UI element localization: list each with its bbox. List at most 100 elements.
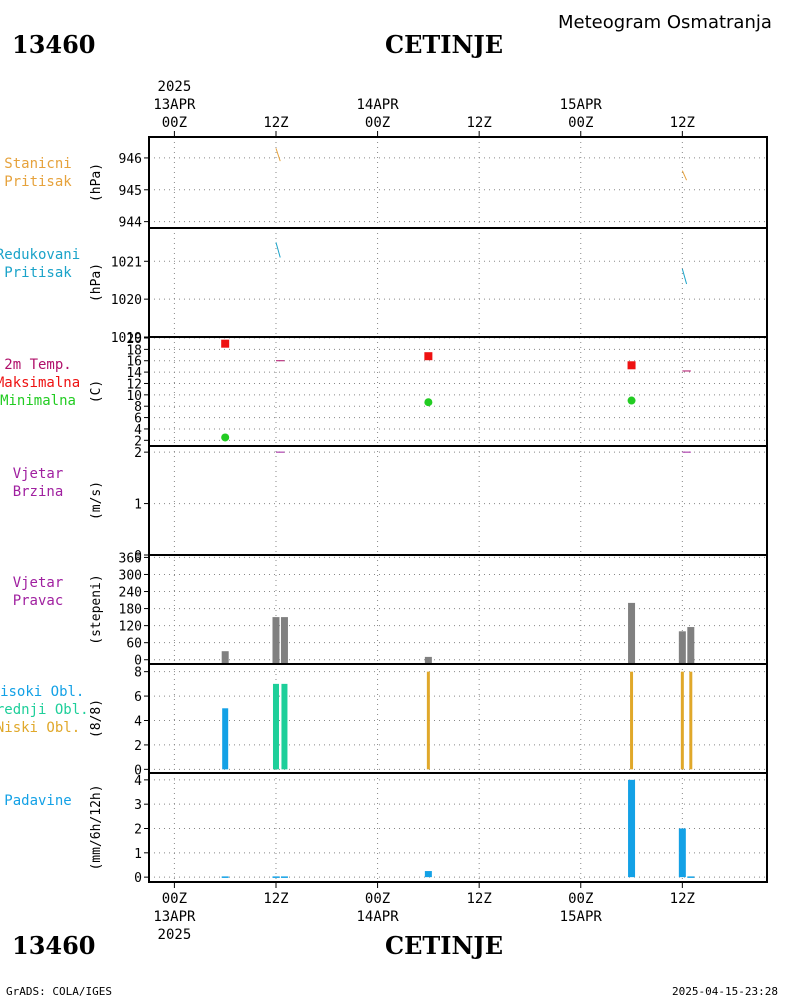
temp-max-point (424, 352, 433, 361)
panel-label-line: Maksimalna (0, 375, 81, 391)
precip-bar (272, 876, 280, 878)
y-tick-label: 0 (134, 549, 142, 564)
y-tick-label: 240 (119, 586, 142, 601)
y-tick-label: 1 (134, 847, 142, 862)
panel-label-line: Padavine (4, 793, 72, 809)
y-tick-label: 4 (134, 423, 142, 438)
y-tick-label: 6 (134, 690, 142, 705)
y-tick-label: 946 (119, 152, 142, 167)
panel-label-line: Vjetar (12, 575, 64, 591)
wind-direction-bar (424, 656, 432, 665)
cloud-bar (222, 708, 229, 770)
y-tick-label: 4 (134, 715, 142, 730)
cloud-bar (272, 683, 279, 770)
y-tick-label: 120 (119, 620, 142, 635)
precip-bar (221, 876, 229, 878)
wind-direction-bar (272, 617, 280, 665)
wind-direction-bar (628, 602, 636, 665)
station-id-bottom: 13460 (12, 931, 96, 960)
time-axis-label: 00Z (364, 891, 391, 907)
time-axis-label: 2025 (157, 79, 192, 95)
y-tick-label: 360 (119, 551, 142, 566)
y-tick-label: 4 (134, 774, 142, 789)
time-axis-label: 14APR (356, 97, 399, 113)
y-tick-label: 180 (119, 603, 142, 618)
y-tick-label: 20 (126, 332, 142, 347)
time-axis-label: 12Z (669, 891, 695, 907)
panel-label-line: Stanicni (4, 156, 72, 172)
panel-label-line: Visoki Obl. (0, 684, 85, 700)
panel-label-line: Pritisak (4, 265, 72, 281)
station-id-top: 13460 (12, 30, 96, 59)
y-tick-label: 0 (134, 654, 142, 669)
y-axis-unit: (stepeni) (89, 574, 104, 644)
precip-bar (678, 828, 686, 878)
precip-bar (628, 779, 636, 878)
series-line (681, 268, 688, 285)
panel-frame (148, 336, 768, 447)
temp-min-point (221, 433, 230, 442)
y-tick-label: 0 (134, 871, 142, 886)
time-axis-label: 00Z (568, 115, 594, 131)
y-tick-label: 12 (126, 377, 142, 392)
y-tick-label: 2 (134, 823, 142, 838)
y-axis-unit: (m/s) (89, 481, 104, 520)
series-line (275, 242, 281, 258)
temp-max-point (627, 361, 636, 370)
panel-frame (148, 136, 768, 229)
time-axis-label: 00Z (568, 891, 594, 907)
precip-bar (687, 876, 695, 878)
temp-max-point (221, 339, 230, 348)
precip-bar (424, 871, 432, 878)
temp-min-point (424, 398, 433, 407)
time-axis-label: 12Z (466, 891, 492, 907)
y-axis-unit: (8/8) (89, 699, 104, 738)
y-tick-label: 3 (134, 798, 142, 813)
panel-label-line: Pravac (12, 593, 64, 609)
footer-credit: GrADS: COLA/IGES (6, 985, 112, 998)
wind-direction-bar (221, 651, 229, 665)
time-axis-label: 13APR (153, 909, 196, 925)
y-tick-label: 18 (126, 343, 142, 358)
y-tick-label: 1 (134, 498, 142, 513)
y-tick-label: 16 (126, 355, 142, 370)
y-tick-label: 1021 (111, 255, 142, 270)
y-tick-label: 60 (126, 637, 142, 652)
panel-frame (148, 445, 768, 556)
y-axis-unit: (hPa) (89, 263, 104, 302)
panel-frame (148, 663, 768, 774)
time-axis-label: 15APR (559, 909, 602, 925)
cloud-bar (630, 671, 634, 770)
time-axis-label: 12Z (263, 115, 289, 131)
time-axis-label: 12Z (669, 115, 695, 131)
temp-min-point (627, 396, 636, 405)
y-tick-label: 8 (134, 400, 142, 415)
time-axis-label: 15APR (559, 97, 602, 113)
panel-label-line: Redukovani (0, 247, 81, 263)
panel-label-line: 2m Temp. (4, 357, 72, 373)
time-axis-label: 12Z (466, 115, 492, 131)
series-line (275, 148, 281, 162)
y-tick-label: 2 (134, 446, 142, 461)
cloud-bar (281, 683, 288, 770)
y-tick-label: 1019 (111, 331, 142, 346)
time-axis-label: 12Z (263, 891, 289, 907)
footer-timestamp: 2025-04-15-23:28 (672, 985, 778, 998)
time-axis-label: 14APR (356, 909, 399, 925)
panel-label-line: Niski Obl. (0, 720, 81, 736)
wind-direction-bar (687, 627, 695, 665)
y-tick-label: 944 (119, 216, 143, 231)
y-tick-label: 10 (126, 389, 142, 404)
panel-label-line: Brzina (12, 484, 64, 500)
meteogram-title: Meteogram Osmatranja (558, 12, 772, 33)
y-tick-label: 14 (126, 366, 142, 381)
panel-label-line: Srednji Obl. (0, 702, 89, 718)
panel-label-line: Pritisak (4, 174, 72, 190)
series-line (681, 170, 688, 181)
y-tick-label: 945 (119, 184, 142, 199)
y-axis-unit: (mm/6h/12h) (89, 784, 104, 870)
cloud-bar (689, 671, 693, 770)
panel-label-line: Vjetar (12, 466, 64, 482)
time-axis-label: 00Z (364, 115, 391, 131)
